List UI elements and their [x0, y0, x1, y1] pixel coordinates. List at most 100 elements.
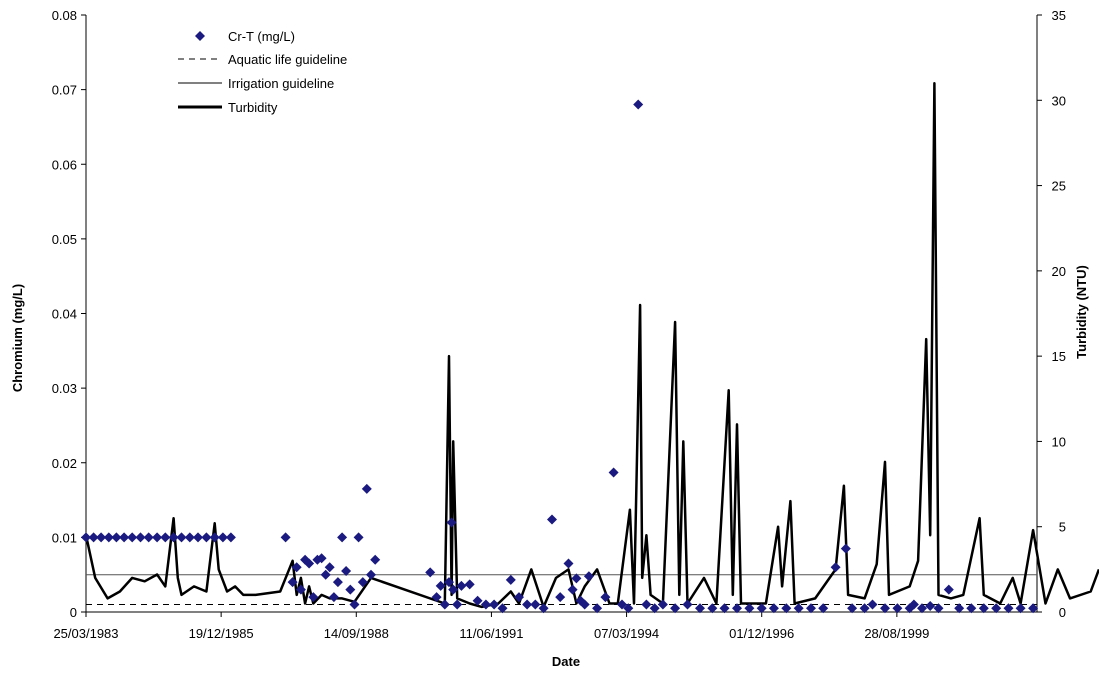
y-axis-left-title: Chromium (mg/L): [10, 284, 25, 392]
cr-t-point: [332, 577, 343, 588]
cr-t-point: [954, 603, 965, 614]
cr-t-point: [425, 567, 436, 578]
cr-t-point: [287, 577, 298, 588]
cr-t-point: [781, 603, 792, 614]
cr-t-point: [617, 599, 627, 610]
cr-t-point: [497, 603, 508, 614]
x-tick-label: 19/12/1985: [189, 626, 254, 641]
cr-t-point: [168, 532, 179, 543]
cr-t-point: [353, 532, 364, 543]
cr-t-point: [563, 558, 574, 569]
cr-t-point: [349, 599, 360, 610]
cr-t-point: [320, 569, 331, 580]
cr-t-point: [830, 562, 841, 573]
cr-t-point: [217, 532, 228, 543]
x-tick-label: 11/06/1991: [459, 626, 523, 641]
legend: Cr-T (mg/L) Aquatic life guideline Irrig…: [178, 29, 347, 115]
cr-t-point: [600, 592, 611, 603]
axes: 0 0.01 0.02 0.03 0.04 0.05 0.06 0.07 0.08 0 5 10 15 2…: [52, 8, 1066, 641]
cr-t-point: [966, 603, 977, 614]
cr-t-point: [1003, 603, 1014, 614]
cr-t-point: [571, 573, 582, 584]
cr-t-point: [304, 558, 315, 569]
cr-t-point: [555, 592, 566, 603]
cr-t-point: [308, 592, 319, 603]
cr-t-point: [361, 483, 372, 494]
cr-t-point: [978, 603, 989, 614]
cr-t-point: [448, 584, 459, 595]
cr-t-point: [840, 543, 851, 554]
cr-t-point: [201, 532, 212, 543]
cr-t-point: [806, 603, 816, 614]
cr-t-point: [431, 592, 442, 603]
cr-t-point: [744, 603, 755, 614]
cr-t-point: [370, 554, 381, 565]
cr-t-point: [456, 580, 467, 591]
y-right-tick-label: 0: [1059, 605, 1066, 620]
cr-t-point: [756, 603, 767, 614]
y-left-tick-label: 0.06: [52, 157, 77, 172]
x-tick-label: 28/08/1999: [864, 626, 929, 641]
y-left-tick-label: 0.01: [52, 530, 77, 545]
cr-t-point: [847, 603, 858, 614]
cr-t-point: [583, 571, 594, 582]
legend-label-aquatic: Aquatic life guideline: [228, 52, 347, 67]
cr-t-point: [633, 99, 644, 110]
cr-t-point: [649, 603, 660, 614]
y-left-tick-label: 0.08: [52, 8, 77, 23]
cr-t-point: [707, 603, 718, 614]
cr-t-point: [439, 599, 450, 610]
cr-t-point: [337, 532, 348, 543]
cr-t-point: [1028, 603, 1039, 614]
cr-t-point: [1015, 603, 1026, 614]
cr-t-point: [670, 603, 681, 614]
legend-label-cr-t: Cr-T (mg/L): [228, 29, 295, 44]
cr-t-point: [88, 532, 99, 543]
cr-t-point: [184, 532, 195, 543]
x-tick-label: 25/03/1983: [53, 626, 118, 641]
cr-t-point: [193, 532, 203, 543]
cr-t-point: [295, 584, 306, 595]
cr-t-point: [435, 580, 446, 591]
cr-t-point: [366, 569, 376, 580]
cr-t-point: [859, 603, 870, 614]
x-tick-label: 07/03/1994: [594, 626, 659, 641]
cr-t-point: [357, 577, 368, 588]
cr-t-point: [328, 592, 339, 603]
cr-t-point: [324, 562, 335, 573]
cr-t-point: [143, 532, 154, 543]
cr-t-point: [608, 467, 619, 478]
cr-t-point: [579, 599, 590, 610]
cr-t-point: [592, 603, 603, 614]
cr-t-point: [657, 599, 668, 610]
turbidity-line: [84, 81, 1099, 609]
y-right-tick-label: 15: [1052, 349, 1066, 364]
cr-t-point: [925, 601, 936, 611]
cr-t-point: [867, 599, 878, 610]
cr-t-point: [464, 579, 475, 590]
cr-t-point: [732, 603, 742, 614]
chart-marks: [81, 81, 1099, 614]
cr-t-point: [341, 566, 352, 576]
cr-t-point: [316, 553, 327, 564]
x-tick-label: 14/09/1988: [324, 626, 389, 641]
cr-t-point: [538, 603, 549, 614]
y-axis-right-title: Turbidity (NTU): [1074, 265, 1089, 359]
cr-t-point: [768, 603, 779, 614]
cr-t-point: [81, 532, 91, 543]
cr-t-point: [682, 599, 693, 610]
cr-t-point: [880, 603, 890, 614]
y-right-tick-label: 35: [1052, 8, 1066, 23]
cr-t-point: [933, 603, 944, 614]
y-left-tick-label: 0.05: [52, 232, 77, 247]
legend-swatch-cr-t: [195, 31, 205, 41]
cr-t-point: [209, 532, 220, 543]
y-left-tick-label: 0.04: [52, 307, 77, 322]
y-right-tick-label: 10: [1052, 434, 1066, 449]
cr-t-point: [280, 532, 291, 543]
y-left-tick-label: 0: [70, 605, 77, 620]
y-left-tick-label: 0.07: [52, 83, 77, 98]
cr-t-point: [152, 532, 163, 543]
cr-t-point: [160, 532, 171, 543]
cr-t-point: [225, 532, 236, 543]
